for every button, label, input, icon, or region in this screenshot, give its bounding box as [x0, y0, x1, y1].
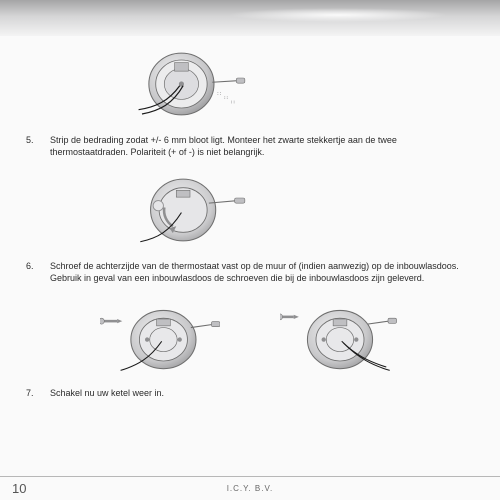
footer-text: I.C.Y. B.V.: [12, 484, 488, 493]
header-gradient: [0, 0, 500, 36]
thermostat-remove-back-figure: [125, 168, 255, 252]
figure-step5: [26, 42, 474, 126]
mount-box-figure: [275, 295, 405, 379]
step-number: 5.: [26, 134, 40, 158]
step-text: Strip de bedrading zodat +/- 6 mm bloot …: [50, 134, 474, 158]
step-7: 7. Schakel nu uw ketel weer in.: [26, 387, 474, 399]
step-number: 7.: [26, 387, 40, 399]
step-6: 6. Schroef de achterzijde van de thermos…: [26, 260, 474, 284]
thermostat-wire-strip-figure: [125, 42, 255, 126]
document-page: 5. Strip de bedrading zodat +/- 6 mm blo…: [0, 0, 500, 500]
thermostat-svg: [130, 44, 250, 124]
page-number: 10: [12, 481, 26, 496]
page-content: 5. Strip de bedrading zodat +/- 6 mm blo…: [0, 36, 500, 476]
step-number: 6.: [26, 260, 40, 284]
thermostat-svg-4: [280, 297, 400, 377]
thermostat-svg-2: [130, 170, 250, 250]
figure-step6: [26, 168, 474, 252]
thermostat-svg-3: [100, 297, 220, 377]
page-footer: 10 I.C.Y. B.V.: [0, 476, 500, 500]
step-text: Schakel nu uw ketel weer in.: [50, 387, 474, 399]
figure-step7-row: [26, 295, 474, 379]
step-text: Schroef de achterzijde van de thermostaa…: [50, 260, 474, 284]
screw-icon: [280, 313, 299, 319]
mount-wall-figure: [95, 295, 225, 379]
screw-icon: [100, 318, 122, 324]
step-5: 5. Strip de bedrading zodat +/- 6 mm blo…: [26, 134, 474, 158]
